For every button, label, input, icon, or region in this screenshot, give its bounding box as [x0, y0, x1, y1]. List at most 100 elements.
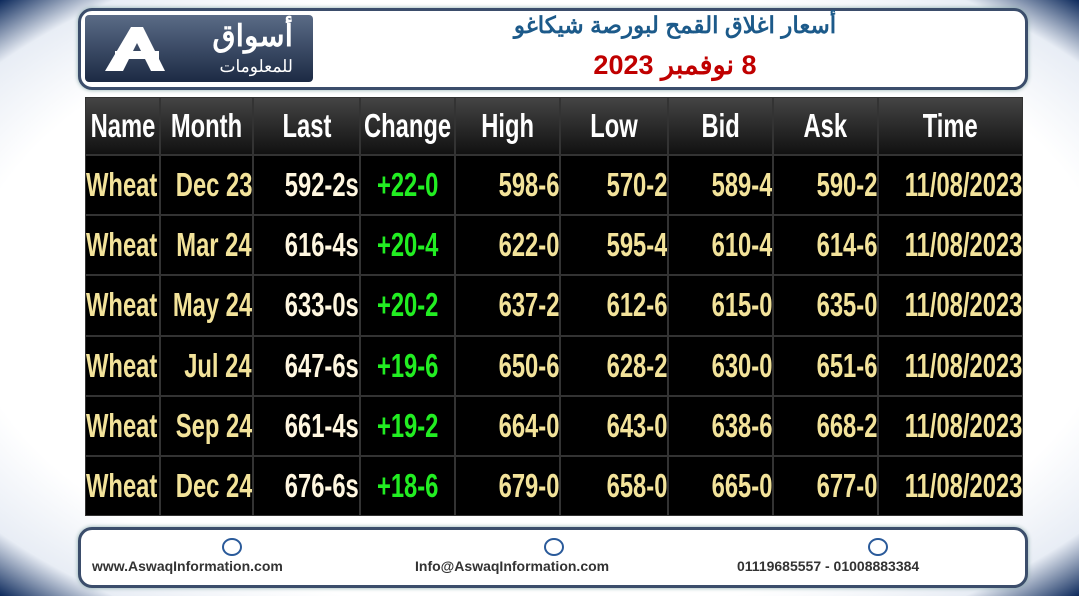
table-cell: 650-6: [455, 335, 560, 396]
table-cell: 11/08/2023: [878, 155, 1023, 216]
cell-text: Mar 24: [176, 226, 252, 264]
table-cell: Mar 24: [160, 215, 253, 276]
cell-text: Dec 23: [175, 166, 252, 204]
cell-text: +18-6: [376, 467, 439, 505]
cell-text: Wheat: [86, 166, 158, 204]
cell-text: 630-0: [711, 346, 772, 384]
table-cell: +18-6: [360, 456, 455, 517]
footer-box: [78, 527, 1028, 588]
cell-text: 628-2: [606, 346, 667, 384]
column-header: High: [455, 97, 560, 155]
column-header: Name: [85, 97, 160, 155]
cell-text: 635-0: [816, 286, 877, 324]
table-cell: 595-4: [560, 215, 668, 276]
table-cell: Wheat: [85, 215, 160, 276]
column-header: Last: [253, 97, 360, 155]
table-cell: May 24: [160, 275, 253, 336]
cell-text: 633-0s: [285, 286, 359, 324]
table-cell: 637-2: [455, 275, 560, 336]
table-cell: Wheat: [85, 395, 160, 456]
table-cell: 676-6s: [253, 456, 360, 517]
cell-text: +22-0: [376, 166, 439, 204]
cell-text: 595-4: [606, 226, 667, 264]
cell-text: 589-4: [711, 166, 772, 204]
table-cell: +19-2: [360, 395, 455, 456]
cell-text: 622-0: [498, 226, 559, 264]
cell-text: 616-4s: [285, 226, 359, 264]
table-cell: Wheat: [85, 155, 160, 216]
table-cell: +20-4: [360, 215, 455, 276]
cell-text: Wheat: [86, 226, 158, 264]
cell-text: 612-6: [606, 286, 667, 324]
table-cell: 614-6: [773, 215, 878, 276]
table-cell: 610-4: [668, 215, 773, 276]
cell-text: Wheat: [86, 286, 158, 324]
table-cell: 11/08/2023: [878, 215, 1023, 276]
table-cell: Dec 24: [160, 456, 253, 517]
cell-text: 658-0: [606, 467, 667, 505]
table-cell: 630-0: [668, 335, 773, 396]
cell-text: 11/08/2023: [904, 346, 1022, 384]
table-cell: 679-0: [455, 456, 560, 517]
cell-text: Low: [590, 107, 638, 144]
cell-text: Bid: [701, 107, 740, 144]
cell-text: Time: [922, 107, 979, 144]
column-header: Month: [160, 97, 253, 155]
table-cell: 677-0: [773, 456, 878, 517]
table-cell: +20-2: [360, 275, 455, 336]
cell-text: Change: [363, 107, 452, 144]
cell-text: 638-6: [711, 406, 772, 444]
table-cell: 11/08/2023: [878, 335, 1023, 396]
cell-text: Last: [282, 107, 331, 144]
cell-text: 643-0: [606, 406, 667, 444]
cell-text: 598-6: [498, 166, 559, 204]
table-cell: 668-2: [773, 395, 878, 456]
table-cell: 665-0: [668, 456, 773, 517]
table-cell: 643-0: [560, 395, 668, 456]
cell-text: 11/08/2023: [904, 406, 1022, 444]
table-cell: 664-0: [455, 395, 560, 456]
table-cell: 11/08/2023: [878, 456, 1023, 517]
web-icon: [222, 538, 242, 556]
table-cell: 633-0s: [253, 275, 360, 336]
logo-icon: [105, 27, 165, 71]
cell-text: 11/08/2023: [904, 467, 1022, 505]
column-header: Time: [878, 97, 1023, 155]
cell-text: 592-2s: [285, 166, 359, 204]
cell-text: 570-2: [606, 166, 667, 204]
phone: 01119685557 - 01008883384: [737, 558, 920, 574]
table-cell: 647-6s: [253, 335, 360, 396]
table-cell: +22-0: [360, 155, 455, 216]
cell-text: +20-2: [376, 286, 439, 324]
table-cell: 612-6: [560, 275, 668, 336]
date: 8 نوفمبر 2023: [593, 50, 757, 80]
table-cell: 616-4s: [253, 215, 360, 276]
cell-text: 664-0: [498, 406, 559, 444]
logo-subtitle: للمعلومات: [219, 57, 293, 76]
cell-text: 647-6s: [285, 346, 359, 384]
cell-text: 651-6: [816, 346, 877, 384]
table-cell: 615-0: [668, 275, 773, 336]
cell-text: Name: [90, 107, 155, 144]
table-cell: 635-0: [773, 275, 878, 336]
table-cell: 589-4: [668, 155, 773, 216]
cell-text: Dec 24: [175, 467, 252, 505]
column-header: Bid: [668, 97, 773, 155]
table-cell: Dec 23: [160, 155, 253, 216]
cell-text: Jul 24: [184, 346, 252, 384]
table-cell: Sep 24: [160, 395, 253, 456]
cell-text: 610-4: [711, 226, 772, 264]
email: Info@AswaqInformation.com: [415, 558, 610, 574]
cell-text: Sep 24: [175, 406, 252, 444]
mail-icon: [544, 538, 564, 556]
table-cell: +19-6: [360, 335, 455, 396]
column-header: Change: [360, 97, 455, 155]
table-cell: Wheat: [85, 456, 160, 517]
phone-icon: [868, 538, 888, 556]
cell-text: 614-6: [816, 226, 877, 264]
table-cell: 598-6: [455, 155, 560, 216]
cell-text: +20-4: [376, 226, 439, 264]
cell-text: 11/08/2023: [904, 166, 1022, 204]
table-cell: 590-2: [773, 155, 878, 216]
